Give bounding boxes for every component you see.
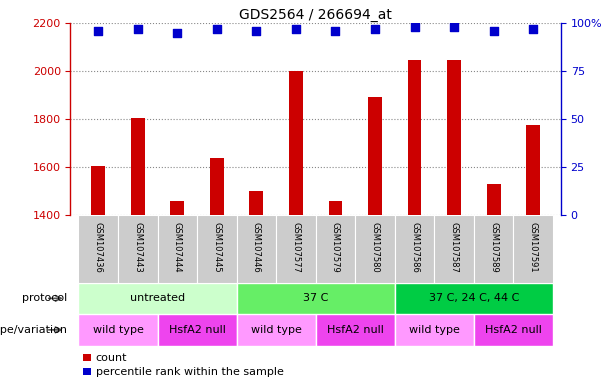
- Bar: [527, 126, 540, 215]
- Point: [93, 28, 103, 34]
- Bar: [395, 283, 553, 314]
- Text: GSM107446: GSM107446: [252, 222, 261, 273]
- Bar: [131, 118, 145, 215]
- Point: [409, 24, 419, 30]
- Bar: [237, 215, 276, 283]
- Bar: [91, 166, 105, 215]
- Bar: [158, 215, 197, 283]
- Text: GSM107445: GSM107445: [212, 222, 221, 273]
- Bar: [78, 283, 237, 314]
- Text: protocol: protocol: [22, 293, 67, 303]
- Bar: [435, 215, 474, 283]
- Text: GSM107579: GSM107579: [331, 222, 340, 273]
- Bar: [474, 314, 553, 346]
- Text: genotype/variation: genotype/variation: [0, 325, 67, 335]
- Bar: [514, 215, 553, 283]
- Text: 37 C: 37 C: [303, 293, 329, 303]
- Point: [449, 24, 459, 30]
- Text: count: count: [96, 353, 127, 363]
- Title: GDS2564 / 266694_at: GDS2564 / 266694_at: [239, 8, 392, 22]
- Bar: [170, 201, 184, 215]
- Text: wild type: wild type: [251, 325, 302, 335]
- Bar: [78, 314, 158, 346]
- Bar: [368, 97, 382, 215]
- Bar: [487, 184, 501, 215]
- Text: GSM107444: GSM107444: [173, 222, 182, 273]
- Text: GSM107586: GSM107586: [410, 222, 419, 273]
- Bar: [237, 314, 316, 346]
- Point: [330, 28, 340, 34]
- Text: wild type: wild type: [93, 325, 143, 335]
- Bar: [316, 314, 395, 346]
- Bar: [395, 314, 474, 346]
- Point: [251, 28, 261, 34]
- Text: GSM107443: GSM107443: [133, 222, 142, 273]
- Text: GSM107436: GSM107436: [94, 222, 103, 273]
- Text: GSM107587: GSM107587: [449, 222, 459, 273]
- Bar: [237, 283, 395, 314]
- Text: HsfA2 null: HsfA2 null: [485, 325, 542, 335]
- Bar: [78, 215, 118, 283]
- Bar: [249, 191, 264, 215]
- Bar: [316, 215, 356, 283]
- Text: untreated: untreated: [130, 293, 185, 303]
- Bar: [356, 215, 395, 283]
- Bar: [329, 200, 343, 215]
- Text: HsfA2 null: HsfA2 null: [327, 325, 384, 335]
- Text: GSM107591: GSM107591: [528, 222, 538, 273]
- Text: GSM107577: GSM107577: [291, 222, 300, 273]
- Bar: [395, 215, 435, 283]
- Text: HsfA2 null: HsfA2 null: [169, 325, 226, 335]
- Point: [212, 26, 222, 32]
- Text: 37 C, 24 C, 44 C: 37 C, 24 C, 44 C: [428, 293, 519, 303]
- Bar: [276, 215, 316, 283]
- Bar: [408, 60, 422, 215]
- Bar: [289, 71, 303, 215]
- Text: percentile rank within the sample: percentile rank within the sample: [96, 366, 283, 377]
- Bar: [474, 215, 514, 283]
- Text: GSM107589: GSM107589: [489, 222, 498, 273]
- Point: [528, 26, 538, 32]
- Point: [489, 28, 498, 34]
- Bar: [158, 314, 237, 346]
- Bar: [447, 60, 461, 215]
- Text: GSM107580: GSM107580: [370, 222, 379, 273]
- Point: [370, 26, 380, 32]
- Text: wild type: wild type: [409, 325, 460, 335]
- Point: [133, 26, 143, 32]
- Point: [172, 30, 182, 36]
- Point: [291, 26, 301, 32]
- Bar: [197, 215, 237, 283]
- Bar: [118, 215, 158, 283]
- Bar: [210, 158, 224, 215]
